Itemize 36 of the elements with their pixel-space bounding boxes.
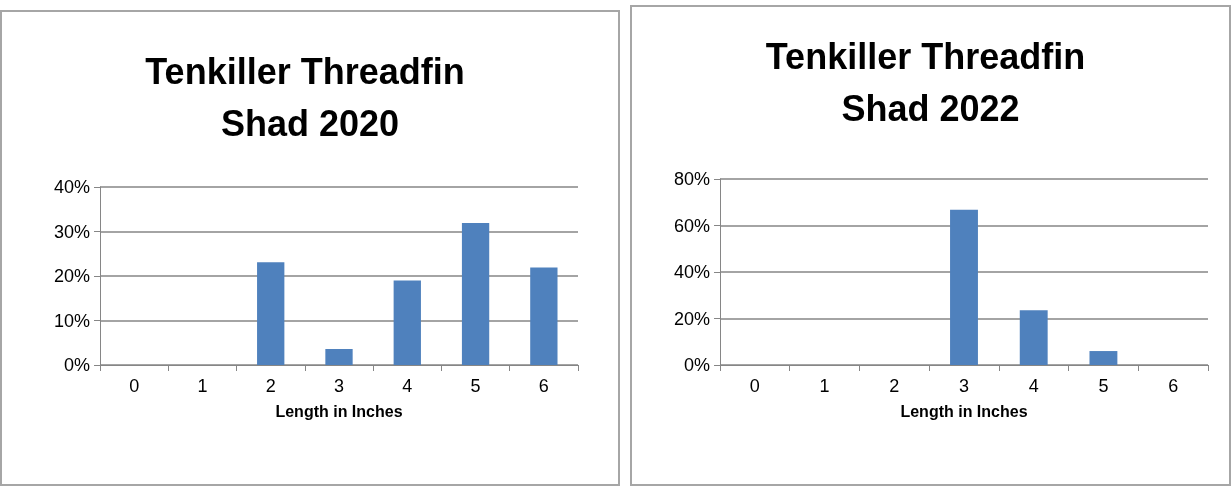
y-tick-label: 0% [63,355,90,375]
x-axis-title: Length in Inches [275,402,403,420]
bar [1019,310,1048,365]
x-tick-label: 5 [470,376,481,396]
x-tick-label: 1 [819,376,830,396]
y-tick-label: 30% [53,221,90,242]
x-tick-label: 2 [889,376,900,396]
bar [257,262,285,365]
y-tick-label: 80% [673,169,710,189]
x-tick-label: 2 [265,376,276,396]
x-tick-label: 3 [333,376,345,396]
x-tick-label: 5 [1098,376,1109,396]
chart-title: Tenkiller Threadfin Shad 2020 [145,50,475,144]
bar [1089,351,1118,365]
x-tick-label: 4 [402,376,413,396]
x-tick-label: 1 [197,376,208,396]
y-tick-label: 10% [53,310,90,331]
bar [461,223,490,365]
y-tick-label: 40% [53,177,90,197]
x-tick-label: 0 [749,376,760,396]
bar [950,209,978,365]
x-axis-title: Length in Inches [900,402,1028,420]
y-tick-label: 40% [673,262,710,282]
bar [393,280,421,365]
x-tick-label: 0 [129,376,140,396]
y-tick-label: 20% [53,266,90,286]
y-tick-label: 20% [673,308,710,329]
x-tick-label: 6 [1168,376,1179,396]
y-tick-label: 0% [683,355,710,375]
y-tick-label: 60% [673,215,710,236]
chart-title: Tenkiller Threadfin Shad 2022 [765,35,1096,129]
bar [325,348,353,365]
x-tick-label: 4 [1028,376,1039,396]
x-tick-label: 6 [538,376,549,396]
x-tick-label: 3 [958,376,970,396]
bar [530,267,558,365]
